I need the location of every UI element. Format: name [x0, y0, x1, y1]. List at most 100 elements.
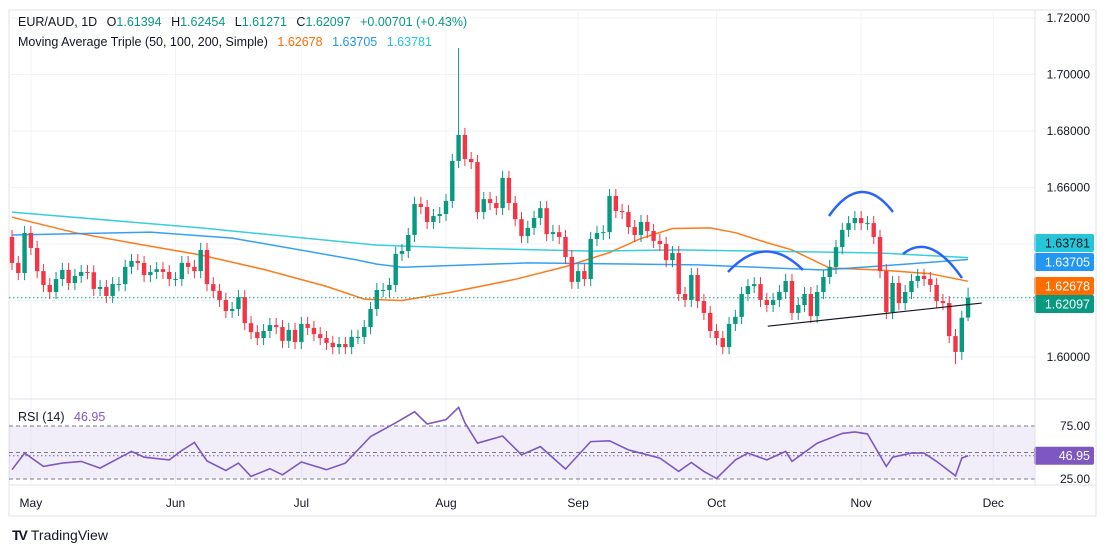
candle-46 — [299, 316, 304, 350]
candle-111 — [707, 305, 713, 339]
candle-45 — [292, 322, 298, 350]
candle-94 — [601, 225, 606, 241]
time-axis-label-jul: Jul — [294, 496, 309, 510]
candle-body — [9, 236, 15, 263]
candle-89 — [569, 249, 575, 289]
candle-body — [739, 294, 744, 317]
candle-124 — [789, 273, 795, 320]
candle-body — [273, 325, 279, 328]
candle-126 — [802, 286, 807, 313]
ma-legend-title[interactable]: Moving Average Triple (50, 100, 200, Sim… — [18, 35, 268, 49]
candle-42 — [273, 318, 279, 335]
candle-body — [506, 177, 512, 204]
candle-7 — [53, 271, 59, 300]
candle-92 — [588, 231, 593, 287]
candle-138 — [877, 229, 883, 279]
rsi-value-tag — [1034, 446, 1094, 465]
candle-body — [211, 284, 216, 291]
candle-151 — [959, 310, 964, 360]
candle-body — [292, 329, 298, 343]
candle-36 — [236, 290, 241, 317]
candle-body — [575, 271, 581, 282]
candle-48 — [311, 320, 317, 342]
candle-body — [538, 208, 543, 219]
candle-84 — [538, 201, 543, 226]
candle-body — [380, 290, 386, 292]
close-label: C — [296, 15, 306, 29]
candle-5 — [41, 264, 46, 293]
candle-85 — [544, 201, 549, 242]
candle-95 — [607, 188, 612, 240]
candle-body — [858, 218, 864, 224]
candle-body — [242, 297, 247, 324]
candle-body — [519, 219, 524, 237]
candle-body — [60, 269, 65, 280]
candle-37 — [242, 290, 247, 331]
price-axis-label: 1.66000 — [1047, 181, 1091, 195]
candle-91 — [582, 264, 587, 287]
candle-20 — [135, 253, 140, 270]
ma100-price-tag-text: 1.63705 — [1045, 256, 1090, 270]
candle-body — [450, 160, 455, 202]
candle-body — [500, 177, 505, 209]
candle-14 — [97, 279, 103, 296]
candle-2 — [22, 225, 27, 281]
ma200-price-tag-text: 1.63781 — [1045, 237, 1090, 251]
candle-body — [789, 281, 795, 313]
candle-body — [116, 284, 122, 286]
candle-35 — [229, 301, 235, 319]
candle-40 — [261, 323, 266, 346]
candle-body — [41, 271, 46, 285]
candle-body — [261, 331, 266, 339]
ma100-price-tag — [1034, 253, 1094, 271]
close-value: 1.62097 — [305, 15, 351, 29]
candle-body — [185, 262, 191, 267]
candle-body — [613, 195, 619, 211]
candle-body — [412, 203, 417, 235]
ma50-price-tag-text: 1.62678 — [1045, 280, 1090, 294]
open-value: 1.61394 — [116, 15, 162, 29]
candle-body — [28, 232, 34, 248]
candle-31 — [204, 242, 210, 292]
candle-93 — [594, 225, 600, 246]
candle-body — [909, 281, 914, 293]
candle-body — [368, 308, 373, 328]
last-price-tag — [1034, 295, 1094, 313]
candle-body — [481, 199, 486, 213]
candle-9 — [66, 262, 71, 291]
candle-11 — [78, 264, 84, 283]
symbol-label[interactable]: EUR/AUD, 1D — [18, 15, 98, 29]
candle-125 — [796, 297, 801, 320]
candle-body — [833, 247, 839, 267]
left-shoulder-arc[interactable] — [727, 250, 804, 273]
candle-147 — [934, 277, 939, 309]
candle-128 — [814, 284, 820, 324]
candle-body — [110, 284, 115, 296]
candle-body — [255, 332, 260, 339]
candle-53 — [343, 336, 348, 355]
candle-body — [318, 334, 323, 339]
tradingview-logo[interactable]: TV TradingView — [12, 527, 108, 543]
candle-4 — [34, 240, 40, 279]
right-shoulder-arc[interactable] — [902, 245, 964, 279]
candle-body — [374, 290, 380, 309]
axes: May Jun Jul Aug Sep Oct Nov Dec 1.72000 1.70000 1.… — [20, 11, 1094, 510]
candle-body — [701, 301, 707, 313]
candle-body — [626, 212, 631, 228]
candle-132 — [840, 222, 845, 255]
head-arc[interactable] — [827, 190, 894, 217]
candle-119 — [758, 277, 763, 307]
candle-136 — [865, 216, 870, 231]
price-axis-label: 1.68000 — [1047, 124, 1091, 138]
candle-body — [437, 214, 442, 217]
rsi-axis-label: 75.00 — [1060, 419, 1090, 433]
candle-81 — [519, 212, 524, 244]
candle-body — [670, 253, 675, 261]
candle-112 — [714, 323, 719, 346]
rsi-legend-title[interactable]: RSI (14) — [18, 410, 65, 424]
neckline-trendline — [767, 302, 982, 327]
candle-44 — [286, 322, 291, 348]
time-axis-label-nov: Nov — [850, 496, 871, 510]
candle-60 — [387, 277, 392, 298]
